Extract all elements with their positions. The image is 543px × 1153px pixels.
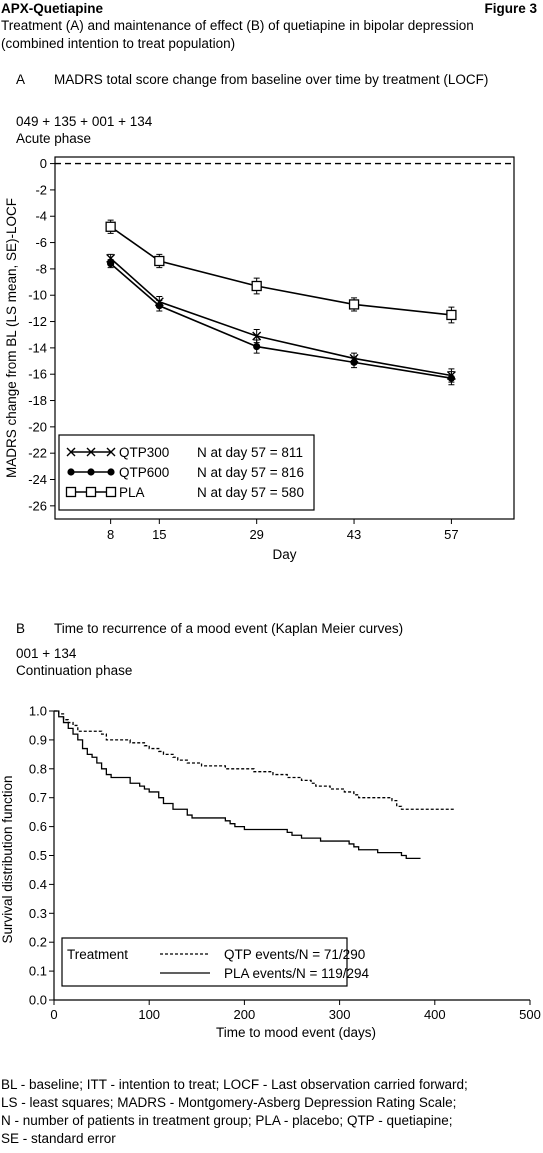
data-point-qtp600 [107, 260, 115, 268]
data-point-qtp600 [155, 302, 163, 310]
chart-b-y-tick-label: 0.5 [29, 848, 47, 863]
legend-label-qtp600: QTP600 [119, 465, 169, 480]
chart-a-y-tick-label: -26 [28, 498, 47, 513]
chart-a-y-tick-label: -4 [35, 209, 47, 224]
legend-label-qtp: QTP events/N = 71/290 [224, 947, 365, 962]
chart-a-x-tick-label: 15 [152, 527, 166, 542]
legend-marker-qtp600 [67, 468, 75, 476]
legend-marker-qtp600 [107, 468, 115, 476]
chart-b-y-tick-label: 0.0 [29, 993, 47, 1008]
chart-b-x-tick-label: 100 [138, 1007, 160, 1022]
panel-b-phase: Continuation phase [16, 663, 133, 678]
footnote-line-2: LS - least squares; MADRS - Montgomery-A… [1, 1095, 457, 1110]
chart-a-y-tick-label: -10 [28, 288, 47, 303]
chart-a-y-tick-label: -14 [28, 340, 47, 355]
chart-b-x-tick-label: 0 [50, 1007, 57, 1022]
footnote-line-3: N - number of patients in treatment grou… [1, 1113, 453, 1128]
data-point-qtp600 [253, 342, 261, 351]
data-point-pla [348, 299, 360, 310]
chart-b-y-tick-label: 0.9 [29, 732, 47, 747]
legend-n-qtp600: N at day 57 = 816 [197, 465, 304, 480]
figure-number: Figure 3 [484, 1, 537, 16]
chart-a-y-tick-label: -8 [35, 261, 47, 276]
chart-a-y-tick-label: -22 [28, 446, 47, 461]
chart-a-y-tick-label: -2 [35, 182, 47, 197]
chart-b-x-axis-label: Time to mood event (days) [216, 1025, 376, 1040]
chart-a-x-tick-label: 57 [444, 527, 458, 542]
chart-b-y-tick-label: 0.3 [29, 906, 47, 921]
data-point-qtp600 [447, 374, 456, 382]
chart-b-y-tick-label: 0.6 [29, 819, 47, 834]
legend-label-qtp300: QTP300 [119, 445, 169, 460]
data-point-qtp300 [252, 331, 262, 341]
legend-marker-pla [65, 486, 77, 498]
chart-b-y-tick-label: 0.4 [29, 877, 47, 892]
legend-n-pla: N at day 57 = 580 [197, 485, 304, 500]
chart-b-y-tick-label: 0.1 [29, 964, 47, 979]
chart-b-x-tick-label: 300 [329, 1007, 351, 1022]
chart-a-y-tick-label: -20 [28, 419, 47, 434]
legend-marker-qtp300 [106, 447, 116, 457]
figure-caption-line-2: (combined intention to treat population) [1, 36, 236, 51]
chart-a-y-axis-label: MADRS change from BL (LS mean, SE)-LOCF [4, 198, 19, 478]
chart-a-y-tick-label: 0 [40, 156, 47, 171]
chart-b-y-tick-label: 0.7 [29, 790, 47, 805]
footnote-line-4: SE - standard error [1, 1131, 116, 1146]
chart-b-y-tick-label: 0.2 [29, 935, 47, 950]
chart-b-y-axis-label: Survival distribution function [0, 775, 15, 943]
chart-a-y-tick-label: -16 [28, 367, 47, 382]
figure-caption-line-1: Treatment (A) and maintenance of effect … [1, 18, 474, 33]
legend-marker-pla [105, 486, 117, 498]
survival-curve-qtp [54, 710, 454, 810]
chart-a-y-tick-label: -12 [28, 314, 47, 329]
legend-label-pla: PLA events/N = 119/294 [224, 966, 369, 981]
data-point-qtp600 [350, 358, 358, 366]
chart-b-x-tick-label: 200 [234, 1007, 256, 1022]
data-point-pla [105, 221, 116, 232]
footnote-line-1: BL - baseline; ITT - intention to treat;… [1, 1077, 468, 1092]
data-point-pla [154, 255, 165, 267]
legend-marker-qtp300 [66, 447, 76, 457]
chart-a-x-tick-label: 29 [249, 527, 263, 542]
legend-marker-qtp300 [86, 447, 96, 457]
chart-b-y-tick-label: 1.0 [29, 704, 47, 719]
panel-a-phase: Acute phase [16, 131, 92, 146]
chart-a-x-axis-label: Day [272, 547, 296, 562]
panel-a-heading: MADRS total score change from baseline o… [54, 72, 489, 87]
panel-a-letter: A [16, 72, 26, 87]
chart-b-x-tick-label: 400 [424, 1007, 446, 1022]
chart-b-legend-box [61, 937, 348, 987]
legend-label-pla: PLA [119, 485, 145, 500]
chart-a-x-tick-label: 43 [347, 527, 361, 542]
chart-b-x-tick-label: 500 [519, 1007, 541, 1022]
chart-a-y-tick-label: -18 [28, 393, 47, 408]
chart-a-x-tick-label: 8 [107, 527, 114, 542]
document-title: APX-Quetiapine [1, 1, 104, 16]
panel-b-letter: B [16, 621, 26, 636]
chart-a-y-tick-label: -6 [35, 235, 47, 250]
data-point-pla [251, 280, 262, 292]
data-point-qtp300 [106, 253, 116, 263]
panel-b-heading: Time to recurrence of a mood event (Kapl… [54, 621, 404, 636]
chart-b-legend-title: Treatment [67, 947, 128, 962]
chart-a-plot-frame [54, 156, 515, 520]
data-point-pla [446, 309, 457, 321]
chart-b-y-tick-label: 0.8 [29, 761, 47, 776]
legend-n-qtp300: N at day 57 = 811 [197, 445, 303, 460]
panel-b-studies: 001 + 134 [16, 646, 77, 661]
chart-a-y-tick-label: -24 [28, 472, 47, 487]
legend-marker-pla [85, 486, 97, 498]
legend-marker-qtp600 [87, 468, 95, 476]
survival-curve-pla [54, 710, 421, 860]
panel-a-studies: 049 + 135 + 001 + 134 [16, 114, 153, 129]
